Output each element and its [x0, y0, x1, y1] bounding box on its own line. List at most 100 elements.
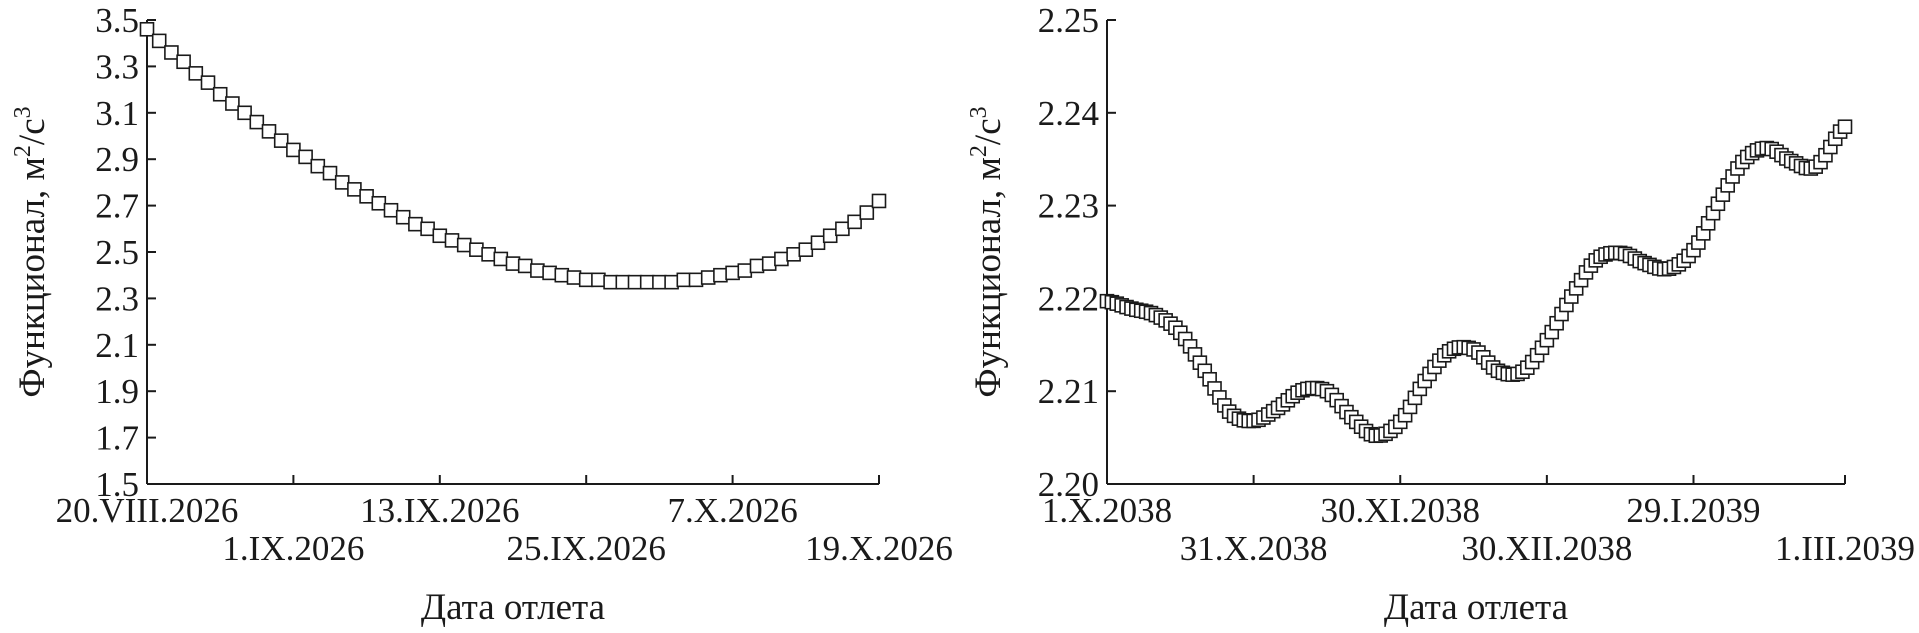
data-point	[395, 209, 411, 225]
data-point	[822, 228, 838, 244]
y-axis-title-sup: 2	[10, 145, 36, 157]
data-point	[835, 221, 850, 237]
y-axis-title: Функционал, м2/с3	[10, 106, 53, 397]
y-tick-label: 2.7	[95, 187, 139, 226]
y-tick-label: 2.20	[1038, 465, 1099, 504]
data-point	[359, 189, 374, 204]
data-point	[139, 21, 155, 37]
y-tick-label: 3.3	[95, 47, 139, 86]
x-tick-label: 30.XII.2038	[1461, 529, 1632, 568]
x-tick-label: 13.IX.2026	[360, 491, 519, 530]
data-point	[200, 75, 216, 90]
y-tick-label: 2.21	[1038, 372, 1099, 411]
x-tick-label: 1.X.2038	[1042, 491, 1172, 530]
chart-left: 1.5 1.7 1.9 2.1 2.3 2.5 2.7 2.9 3.1 3.3 3.5 20.VIII…	[10, 1, 953, 628]
x-tick-label: 31.X.2038	[1180, 529, 1328, 568]
data-point	[273, 133, 289, 148]
data-point	[237, 105, 252, 121]
data-point	[798, 242, 814, 257]
x-tick-label: 1.IX.2026	[222, 529, 364, 568]
data-point	[176, 54, 191, 70]
data-point	[591, 272, 606, 288]
data-point	[151, 33, 167, 49]
y-tick-label: 2.1	[95, 326, 139, 365]
data-point	[298, 149, 313, 165]
data-point	[774, 251, 789, 267]
y-tick-label: 2.23	[1038, 187, 1099, 226]
y-tick-label: 3.1	[95, 94, 139, 133]
data-point	[566, 270, 582, 285]
y-axis-title-sup: 2	[966, 145, 992, 157]
x-tick-label: 1.III.2039	[1775, 529, 1915, 568]
x-tick-label: 19.X.2026	[805, 529, 953, 568]
chart-right: 2.20 2.21 2.22 2.23 2.24 2.25 1.X.203831.X.203…	[966, 1, 1915, 628]
data-point	[725, 265, 740, 281]
data-point	[334, 175, 350, 190]
data-point	[188, 66, 204, 81]
data-point	[261, 124, 277, 139]
data-point	[456, 237, 472, 253]
y-tick-label: 2.3	[95, 279, 139, 318]
data-point	[639, 274, 655, 290]
y-tick-label: 2.25	[1038, 1, 1099, 40]
y-tick-label: 2.24	[1038, 94, 1099, 133]
data-point	[859, 205, 875, 220]
y-axis-title: Функционал, м2/с3	[966, 106, 1009, 397]
data-point	[310, 158, 326, 174]
y-axis-title-part: Функционал, м	[968, 157, 1009, 398]
data-point	[847, 214, 862, 230]
data-point	[871, 193, 887, 209]
data-point	[688, 272, 704, 288]
x-axis-title: Дата отлета	[421, 587, 605, 628]
x-tick-label: 29.I.2039	[1626, 491, 1760, 530]
y-tick-label: 3.5	[95, 1, 139, 40]
data-point	[749, 258, 765, 274]
x-tick-label: 20.VIII.2026	[56, 491, 239, 530]
data-point	[469, 242, 484, 257]
data-point	[420, 221, 435, 237]
data-point	[444, 233, 460, 248]
data-point	[810, 235, 826, 251]
y-tick-label: 1.5	[95, 465, 139, 504]
data-point	[700, 270, 716, 285]
x-axis-title: Дата отлета	[1384, 587, 1568, 628]
x-tick-label: 30.XI.2038	[1321, 491, 1480, 530]
data-point	[530, 263, 545, 278]
data-point	[676, 272, 692, 288]
data-point	[713, 267, 728, 283]
data-point	[505, 256, 521, 271]
data-point	[664, 274, 679, 290]
data-point	[554, 267, 570, 283]
data-point	[371, 195, 387, 211]
data-point	[542, 265, 557, 281]
y-axis-title-part: Функционал, м	[12, 157, 53, 398]
y-axis-title-sup: 3	[10, 106, 36, 118]
data-point	[737, 263, 753, 278]
data-point	[493, 251, 509, 267]
y-axis-title-part: /с	[968, 118, 1009, 145]
x-tick-label: 7.X.2026	[667, 491, 797, 530]
data-point	[286, 142, 301, 158]
data-point	[1837, 119, 1853, 135]
data-point	[578, 272, 594, 288]
y-tick-label: 1.7	[95, 419, 139, 458]
y-tick-label: 2.9	[95, 140, 139, 179]
data-point	[383, 202, 399, 218]
y-tick-label: 1.9	[95, 372, 139, 411]
data-point	[212, 86, 228, 102]
data-point	[432, 228, 448, 244]
y-tick-label: 2.5	[95, 233, 139, 272]
data-point	[225, 96, 240, 111]
data-point	[481, 247, 496, 262]
data-point	[603, 274, 618, 290]
data-point	[627, 274, 643, 290]
data-point	[761, 256, 777, 271]
y-axis-title-sup: 3	[966, 106, 992, 118]
y-axis-title-part: /с	[12, 118, 53, 145]
data-point	[249, 114, 265, 130]
data-point	[408, 216, 423, 232]
data-point	[322, 165, 338, 181]
data-point	[164, 45, 179, 60]
y-tick-label: 2.22	[1038, 279, 1099, 318]
